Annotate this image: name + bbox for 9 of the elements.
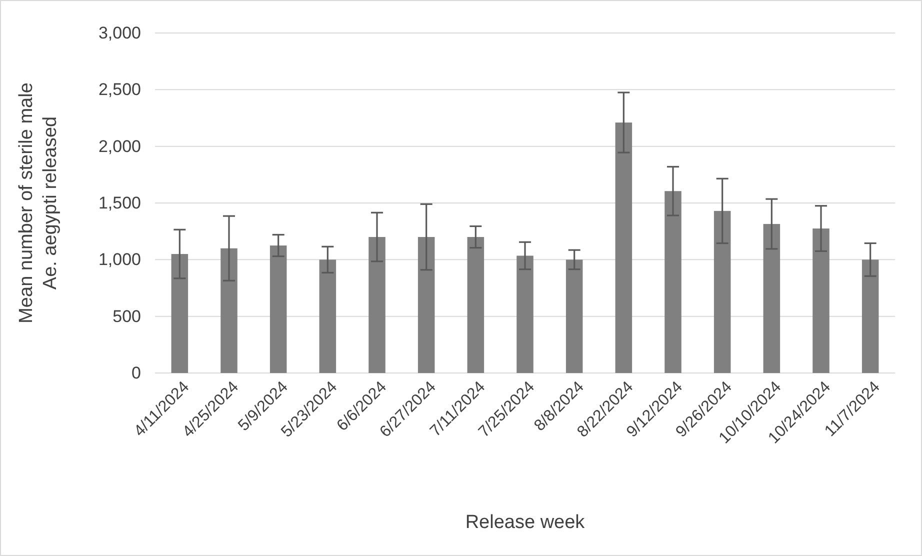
y-tick-label: 2,000: [98, 136, 141, 156]
y-tick-label: 3,000: [98, 23, 141, 42]
y-axis-title: Mean number of sterile male Ae. aegypti released: [16, 82, 61, 324]
y-tick-label: 0: [132, 363, 141, 382]
y-tick-label: 2,500: [98, 80, 141, 100]
y-tick-label: 500: [112, 306, 141, 326]
y-tick-label: 1,500: [98, 193, 141, 212]
x-axis-title: Release week: [465, 512, 586, 533]
y-tick-label: 1,000: [98, 250, 141, 270]
